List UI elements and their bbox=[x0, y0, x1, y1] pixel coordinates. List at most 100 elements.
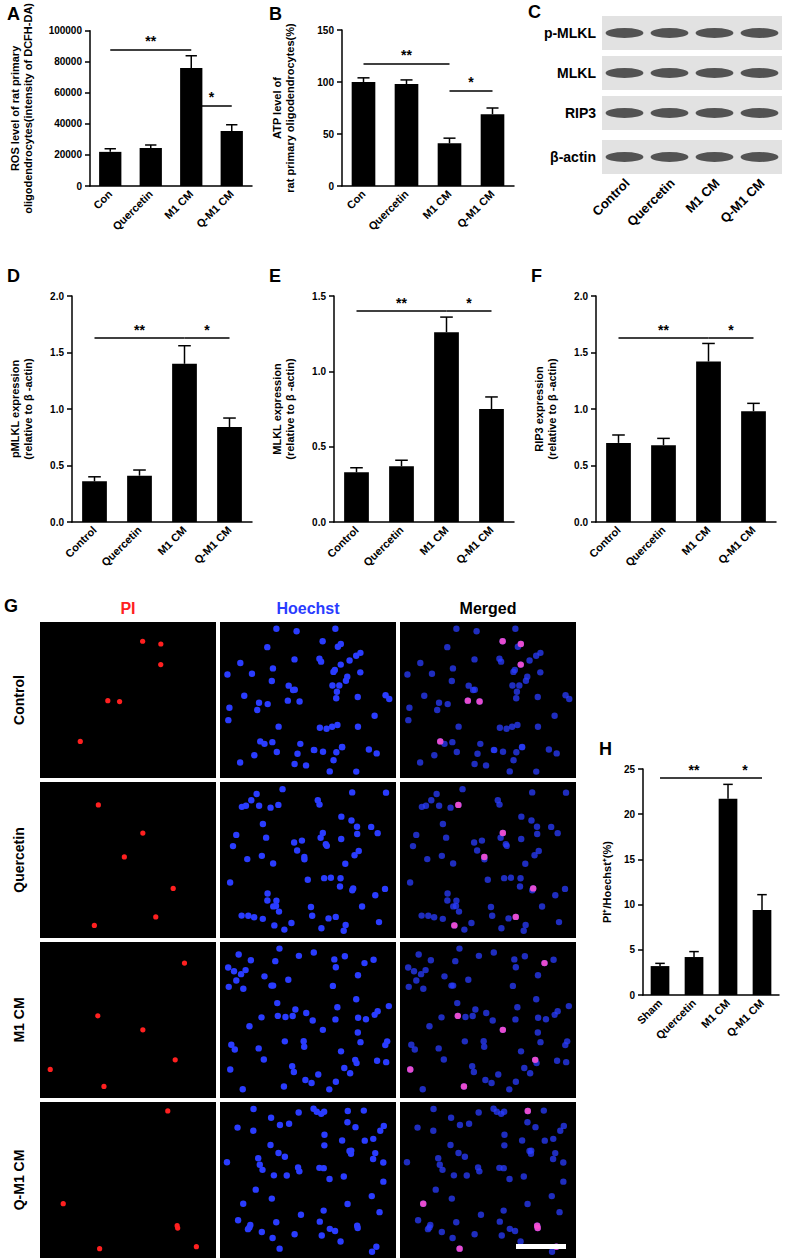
svg-text:M1 CM: M1 CM bbox=[162, 188, 196, 222]
svg-text:p-MLKL: p-MLKL bbox=[544, 25, 597, 41]
svg-text:RIP3: RIP3 bbox=[565, 105, 596, 121]
svg-text:oligodendrocytes(intensity of: oligodendrocytes(intensity of DCFH-DA) bbox=[22, 3, 34, 214]
svg-text:Control: Control bbox=[589, 176, 632, 219]
svg-text:pMLKL expression: pMLKL expression bbox=[9, 360, 21, 458]
svg-text:25: 25 bbox=[624, 764, 636, 775]
svg-text:15: 15 bbox=[624, 854, 636, 865]
svg-text:Q-M1 CM: Q-M1 CM bbox=[454, 524, 496, 566]
svg-text:100000: 100000 bbox=[49, 25, 83, 36]
svg-text:G: G bbox=[4, 596, 18, 616]
svg-text:0: 0 bbox=[328, 181, 334, 192]
svg-text:80000: 80000 bbox=[54, 56, 82, 67]
svg-text:**: ** bbox=[134, 322, 145, 338]
svg-text:D: D bbox=[7, 266, 20, 286]
svg-text:20000: 20000 bbox=[54, 149, 82, 160]
svg-text:Quercetin: Quercetin bbox=[361, 524, 406, 569]
svg-text:Q-M1 CM: Q-M1 CM bbox=[194, 188, 236, 230]
svg-text:1.0: 1.0 bbox=[312, 366, 326, 377]
svg-text:PI⁺/Hoechst⁺(%): PI⁺/Hoechst⁺(%) bbox=[601, 841, 613, 923]
svg-text:M1 CM: M1 CM bbox=[11, 997, 27, 1042]
svg-text:0: 0 bbox=[629, 990, 635, 1001]
svg-text:0.5: 0.5 bbox=[312, 441, 326, 452]
svg-text:(relative to β -actin): (relative to β -actin) bbox=[546, 358, 558, 460]
svg-text:Con: Con bbox=[91, 188, 115, 212]
svg-text:Sham: Sham bbox=[635, 997, 665, 1027]
svg-text:0: 0 bbox=[76, 181, 82, 192]
svg-text:E: E bbox=[269, 266, 281, 286]
svg-text:1.5: 1.5 bbox=[50, 347, 64, 358]
svg-text:ROS level of rat primary: ROS level of rat primary bbox=[9, 45, 21, 171]
svg-text:*: * bbox=[728, 322, 734, 338]
svg-text:Control: Control bbox=[63, 524, 99, 560]
svg-text:0.0: 0.0 bbox=[312, 517, 326, 528]
svg-text:M1 CM: M1 CM bbox=[682, 176, 722, 216]
svg-text:20: 20 bbox=[624, 809, 636, 820]
svg-text:*: * bbox=[742, 762, 748, 778]
svg-text:1.5: 1.5 bbox=[312, 291, 326, 302]
svg-text:M1 CM: M1 CM bbox=[417, 524, 451, 558]
svg-text:150: 150 bbox=[317, 25, 334, 36]
svg-text:50: 50 bbox=[323, 129, 335, 140]
svg-text:Q-M1 CM: Q-M1 CM bbox=[455, 188, 497, 230]
svg-text:Q-M1 CM: Q-M1 CM bbox=[192, 524, 234, 566]
svg-text:0.0: 0.0 bbox=[50, 517, 64, 528]
svg-text:2.0: 2.0 bbox=[574, 291, 588, 302]
svg-text:Control: Control bbox=[587, 524, 623, 560]
svg-text:Quercetin: Quercetin bbox=[366, 188, 411, 233]
svg-text:0.0: 0.0 bbox=[574, 517, 588, 528]
svg-text:A: A bbox=[7, 4, 20, 24]
svg-text:**: ** bbox=[658, 322, 669, 338]
svg-text:F: F bbox=[531, 266, 542, 286]
svg-text:0.5: 0.5 bbox=[50, 460, 64, 471]
svg-text:β-actin: β-actin bbox=[550, 149, 596, 165]
svg-text:5: 5 bbox=[629, 944, 635, 955]
svg-text:Quercetin: Quercetin bbox=[11, 827, 27, 892]
svg-text:Con: Con bbox=[344, 188, 368, 212]
svg-text:Quercetin: Quercetin bbox=[99, 524, 144, 569]
svg-text:RIP3 expression: RIP3 expression bbox=[533, 366, 545, 452]
svg-text:PI: PI bbox=[120, 600, 135, 617]
svg-text:1.5: 1.5 bbox=[574, 347, 588, 358]
svg-text:MLKL: MLKL bbox=[557, 65, 596, 81]
svg-text:B: B bbox=[269, 4, 282, 24]
svg-text:**: ** bbox=[689, 762, 700, 778]
svg-text:Merged: Merged bbox=[460, 600, 517, 617]
svg-text:0.5: 0.5 bbox=[574, 460, 588, 471]
svg-text:C: C bbox=[528, 2, 541, 22]
svg-text:**: ** bbox=[396, 295, 407, 311]
svg-text:Quercetin: Quercetin bbox=[110, 188, 155, 233]
svg-text:Control: Control bbox=[11, 675, 27, 725]
svg-text:1.0: 1.0 bbox=[574, 404, 588, 415]
svg-text:(relative to β -actin): (relative to β -actin) bbox=[284, 358, 296, 460]
svg-text:*: * bbox=[466, 295, 472, 311]
svg-text:*: * bbox=[468, 74, 474, 90]
svg-text:Quercetin: Quercetin bbox=[654, 997, 699, 1042]
svg-text:100: 100 bbox=[317, 77, 334, 88]
svg-text:rat primary oligodendrocytes(%: rat primary oligodendrocytes(%) bbox=[284, 23, 296, 193]
svg-text:M1 CM: M1 CM bbox=[155, 524, 189, 558]
svg-text:2.0: 2.0 bbox=[50, 291, 64, 302]
svg-text:Q-M1 CM: Q-M1 CM bbox=[717, 176, 767, 226]
svg-text:MLKL expression: MLKL expression bbox=[271, 363, 283, 455]
svg-text:40000: 40000 bbox=[54, 118, 82, 129]
svg-text:Quercetin: Quercetin bbox=[624, 175, 678, 229]
svg-text:M1 CM: M1 CM bbox=[420, 188, 454, 222]
svg-text:M1 CM: M1 CM bbox=[699, 997, 733, 1031]
svg-text:Control: Control bbox=[325, 524, 361, 560]
svg-text:H: H bbox=[599, 739, 612, 759]
svg-text:Quercetin: Quercetin bbox=[623, 524, 668, 569]
svg-text:(relative to β -actin): (relative to β -actin) bbox=[22, 358, 34, 460]
svg-text:*: * bbox=[204, 322, 210, 338]
svg-text:Q-M1 CM: Q-M1 CM bbox=[724, 997, 766, 1039]
svg-text:1.0: 1.0 bbox=[50, 404, 64, 415]
svg-text:**: ** bbox=[401, 47, 412, 63]
svg-text:60000: 60000 bbox=[54, 87, 82, 98]
svg-text:Hoechst: Hoechst bbox=[276, 600, 340, 617]
svg-text:M1 CM: M1 CM bbox=[679, 524, 713, 558]
svg-text:ATP level of: ATP level of bbox=[271, 77, 283, 139]
svg-text:10: 10 bbox=[624, 899, 636, 910]
svg-text:*: * bbox=[209, 89, 215, 105]
svg-text:Q-M1 CM: Q-M1 CM bbox=[716, 524, 758, 566]
svg-text:Q-M1 CM: Q-M1 CM bbox=[11, 1150, 27, 1211]
svg-text:**: ** bbox=[145, 33, 156, 49]
